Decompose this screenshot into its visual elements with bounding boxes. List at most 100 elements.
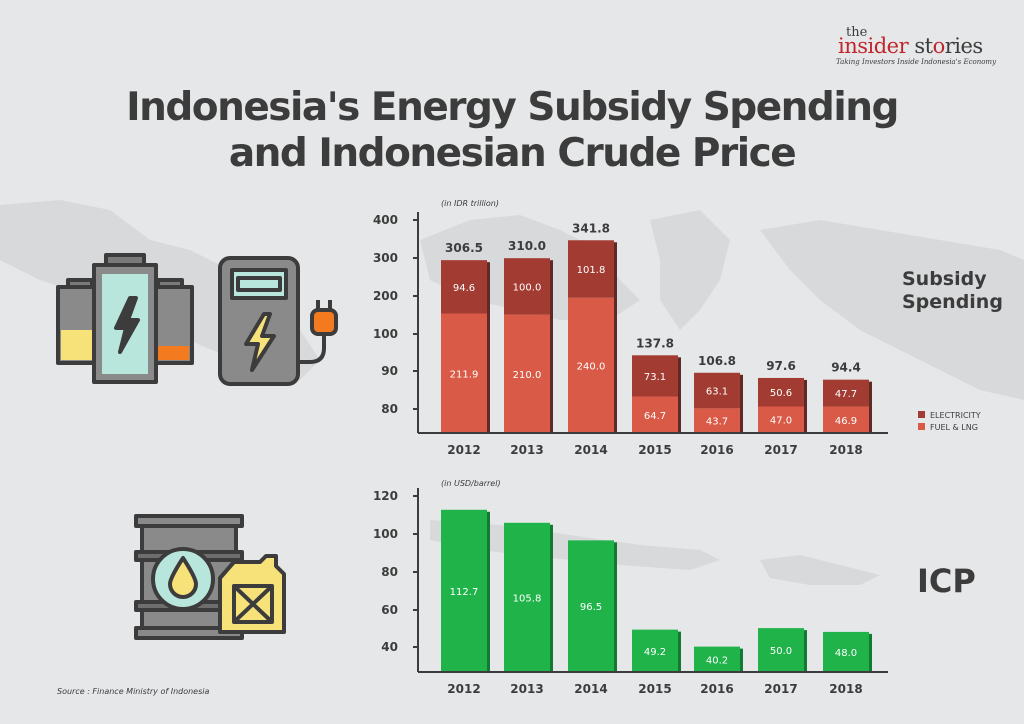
icp-value-label: 50.0	[770, 646, 792, 657]
bar-electricity	[441, 260, 487, 314]
x-tick-label: 2012	[447, 682, 480, 696]
x-tick-label: 2017	[764, 682, 797, 696]
electricity-value-label: 47.7	[835, 389, 857, 400]
icp-unit-label: (in USD/barrel)	[441, 479, 501, 488]
y-tick-label: 100	[373, 527, 398, 541]
bar-shadow	[869, 633, 872, 672]
subsidy-unit-label: (in IDR trillion)	[441, 199, 499, 208]
jerry-can-icon	[218, 554, 286, 634]
bar-fuel-lng	[823, 406, 869, 433]
bar-icp	[568, 540, 614, 672]
bar-shadow	[487, 511, 490, 672]
bar-fuel-lng	[504, 314, 550, 433]
x-tick-label: 2017	[764, 443, 797, 457]
x-tick-label: 2013	[510, 682, 543, 696]
x-tick-label: 2015	[638, 682, 671, 696]
bar-shadow	[740, 374, 743, 433]
subsidy-label-line1: Subsidy	[902, 268, 987, 290]
electricity-value-label: 94.6	[453, 283, 475, 294]
legend-swatch	[918, 423, 925, 430]
logo-stories-b: ries	[944, 34, 983, 58]
fuel-value-label: 240.0	[577, 361, 606, 372]
legend-swatch	[918, 411, 925, 418]
x-tick-label: 2016	[700, 682, 733, 696]
total-value-label: 137.8	[636, 336, 674, 350]
bar-shadow	[804, 379, 807, 433]
bar-shadow	[869, 381, 872, 433]
x-tick-label: 2018	[829, 443, 862, 457]
bar-shadow	[550, 524, 553, 672]
title-line-2: and Indonesian Crude Price	[228, 131, 797, 176]
total-value-label: 306.5	[445, 241, 483, 255]
bar-shadow	[740, 648, 743, 672]
x-tick-label: 2014	[574, 682, 607, 696]
fuel-value-label: 210.0	[513, 370, 542, 381]
icp-value-label: 96.5	[580, 602, 602, 613]
y-tick-label: 40	[381, 640, 398, 654]
icp-value-label: 40.2	[706, 655, 728, 666]
electricity-value-label: 101.8	[577, 265, 606, 276]
x-tick-label: 2016	[700, 443, 733, 457]
bar-fuel-lng	[694, 408, 740, 433]
bar-shadow	[614, 542, 617, 672]
fuel-value-label: 211.9	[450, 369, 479, 380]
icp-value-label: 49.2	[644, 647, 666, 658]
total-value-label: 94.4	[831, 361, 861, 375]
logo-tagline: Taking Investors Inside Indonesia's Econ…	[836, 58, 997, 66]
bar-electricity	[823, 379, 869, 407]
legend-label: ELECTRICITY	[930, 411, 981, 420]
total-value-label: 310.0	[508, 239, 546, 253]
x-tick-label: 2015	[638, 443, 671, 457]
x-tick-label: 2014	[574, 443, 607, 457]
bar-fuel-lng	[568, 297, 614, 433]
y-tick-label: 80	[381, 402, 398, 416]
bar-electricity	[632, 355, 678, 397]
fuel-value-label: 46.9	[835, 416, 857, 427]
bar-icp	[632, 629, 678, 672]
bar-electricity	[694, 372, 740, 409]
bar-icp	[441, 509, 487, 672]
logo-wordmark: insider stories	[838, 34, 983, 58]
icp-value-label: 112.7	[450, 587, 479, 598]
fuel-value-label: 47.0	[770, 416, 792, 427]
bar-shadow	[804, 630, 807, 672]
logo-stories-a: st	[914, 34, 933, 58]
subsidy-label-line2: Spending	[902, 291, 1003, 313]
y-tick-label: 200	[373, 289, 398, 303]
bar-fuel-lng	[441, 313, 487, 433]
total-value-label: 106.8	[698, 354, 736, 368]
source-note: Source : Finance Ministry of Indonesia	[57, 687, 210, 696]
icp-label: ICP	[917, 562, 976, 600]
subsidy-spending-label: Subsidy Spending	[902, 268, 1003, 314]
electricity-value-label: 63.1	[706, 387, 728, 398]
bar-icp	[504, 522, 550, 672]
total-value-label: 97.6	[766, 359, 796, 373]
bar-shadow	[487, 262, 490, 433]
electricity-value-label: 100.0	[513, 282, 542, 293]
x-tick-label: 2013	[510, 443, 543, 457]
x-tick-label: 2018	[829, 682, 862, 696]
bar-shadow	[614, 242, 617, 433]
bar-fuel-lng	[632, 396, 678, 433]
y-tick-label: 80	[381, 565, 398, 579]
fuel-value-label: 43.7	[706, 417, 728, 428]
bar-icp	[694, 646, 740, 672]
bar-shadow	[550, 260, 553, 433]
bar-shadow	[678, 631, 681, 672]
legend-label: FUEL & LNG	[930, 423, 978, 432]
bar-electricity	[504, 258, 550, 315]
bar-shadow	[678, 357, 681, 433]
fuel-value-label: 64.7	[644, 411, 666, 422]
bar-electricity	[568, 240, 614, 298]
y-tick-label: 300	[373, 251, 398, 265]
bar-fuel-lng	[758, 406, 804, 433]
bar-icp	[823, 631, 869, 672]
y-tick-label: 100	[373, 327, 398, 341]
logo-the: the	[846, 25, 868, 40]
y-tick-label: 120	[373, 489, 398, 503]
bar-icp	[758, 628, 804, 672]
x-tick-label: 2012	[447, 443, 480, 457]
